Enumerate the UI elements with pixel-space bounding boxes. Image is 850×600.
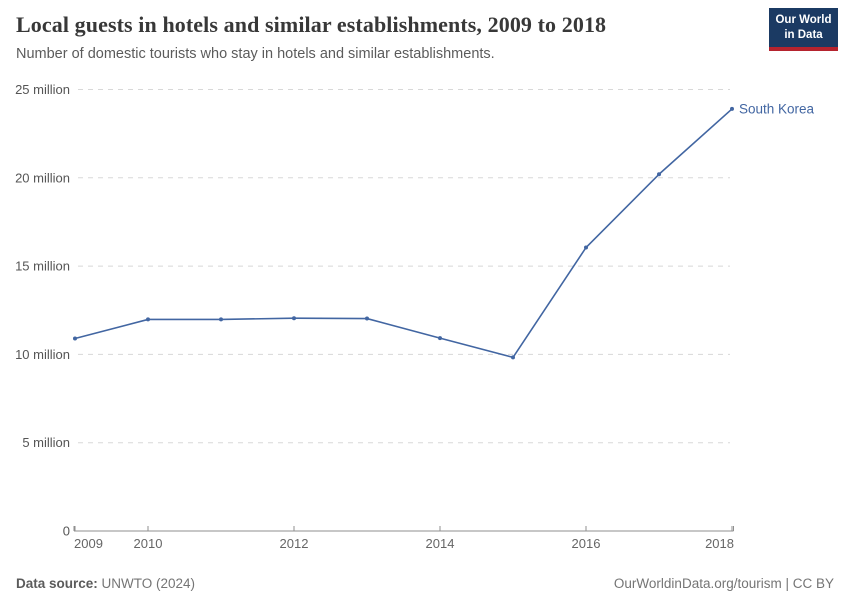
y-axis-tick-label: 10 million: [15, 347, 70, 362]
owid-logo-line2: in Data: [784, 28, 823, 41]
x-axis-tick-label: 2009: [74, 536, 103, 551]
data-point[interactable]: [146, 317, 150, 322]
x-axis-tick-label: 2018: [705, 536, 734, 551]
y-axis-tick-label: 25 million: [15, 82, 70, 97]
chart-header: Local guests in hotels and similar estab…: [16, 12, 760, 64]
line-chart: 5 million 10 million 15 million 20 million 2…: [15, 82, 815, 551]
x-axis-tick-label: 2012: [280, 536, 309, 551]
series-end-label[interactable]: South Korea: [739, 101, 815, 116]
data-point[interactable]: [365, 316, 369, 321]
data-source: Data source: UNWTO (2024): [16, 576, 195, 591]
data-point[interactable]: [657, 172, 661, 177]
owid-logo[interactable]: Our World in Data: [769, 8, 838, 51]
data-point[interactable]: [584, 245, 588, 250]
y-axis-tick-label: 20 million: [15, 170, 70, 185]
data-point[interactable]: [73, 336, 77, 341]
owid-logo-line1: Our World: [775, 14, 832, 27]
data-point[interactable]: [219, 317, 223, 322]
owid-cc-link[interactable]: OurWorldinData.org/tourism | CC BY: [613, 575, 834, 591]
data-source-value: UNWTO (2024): [97, 575, 196, 591]
series-line[interactable]: [74, 108, 733, 359]
data-source-label: Data source:: [16, 575, 98, 591]
x-axis-tick-label: 2010: [134, 536, 163, 551]
data-point[interactable]: [292, 316, 296, 321]
chart-footer: Data source: UNWTO (2024) OurWorldinData…: [0, 566, 850, 600]
data-point[interactable]: [438, 336, 442, 341]
chart-title: Local guests in hotels and similar estab…: [16, 12, 607, 37]
x-axis-tick-label: 2016: [572, 536, 601, 551]
chart-area: 5 million 10 million 15 million 20 million 2…: [15, 82, 815, 551]
chart-subtitle: Number of domestic tourists who stay in …: [16, 46, 495, 63]
y-axis-tick-label: 5 million: [22, 435, 70, 450]
y-axis-zero-label: 0: [63, 524, 70, 539]
data-point[interactable]: [511, 355, 515, 360]
y-axis-tick-label: 15 million: [15, 259, 70, 274]
x-axis-tick-label: 2014: [426, 536, 455, 551]
data-point[interactable]: [730, 106, 734, 111]
